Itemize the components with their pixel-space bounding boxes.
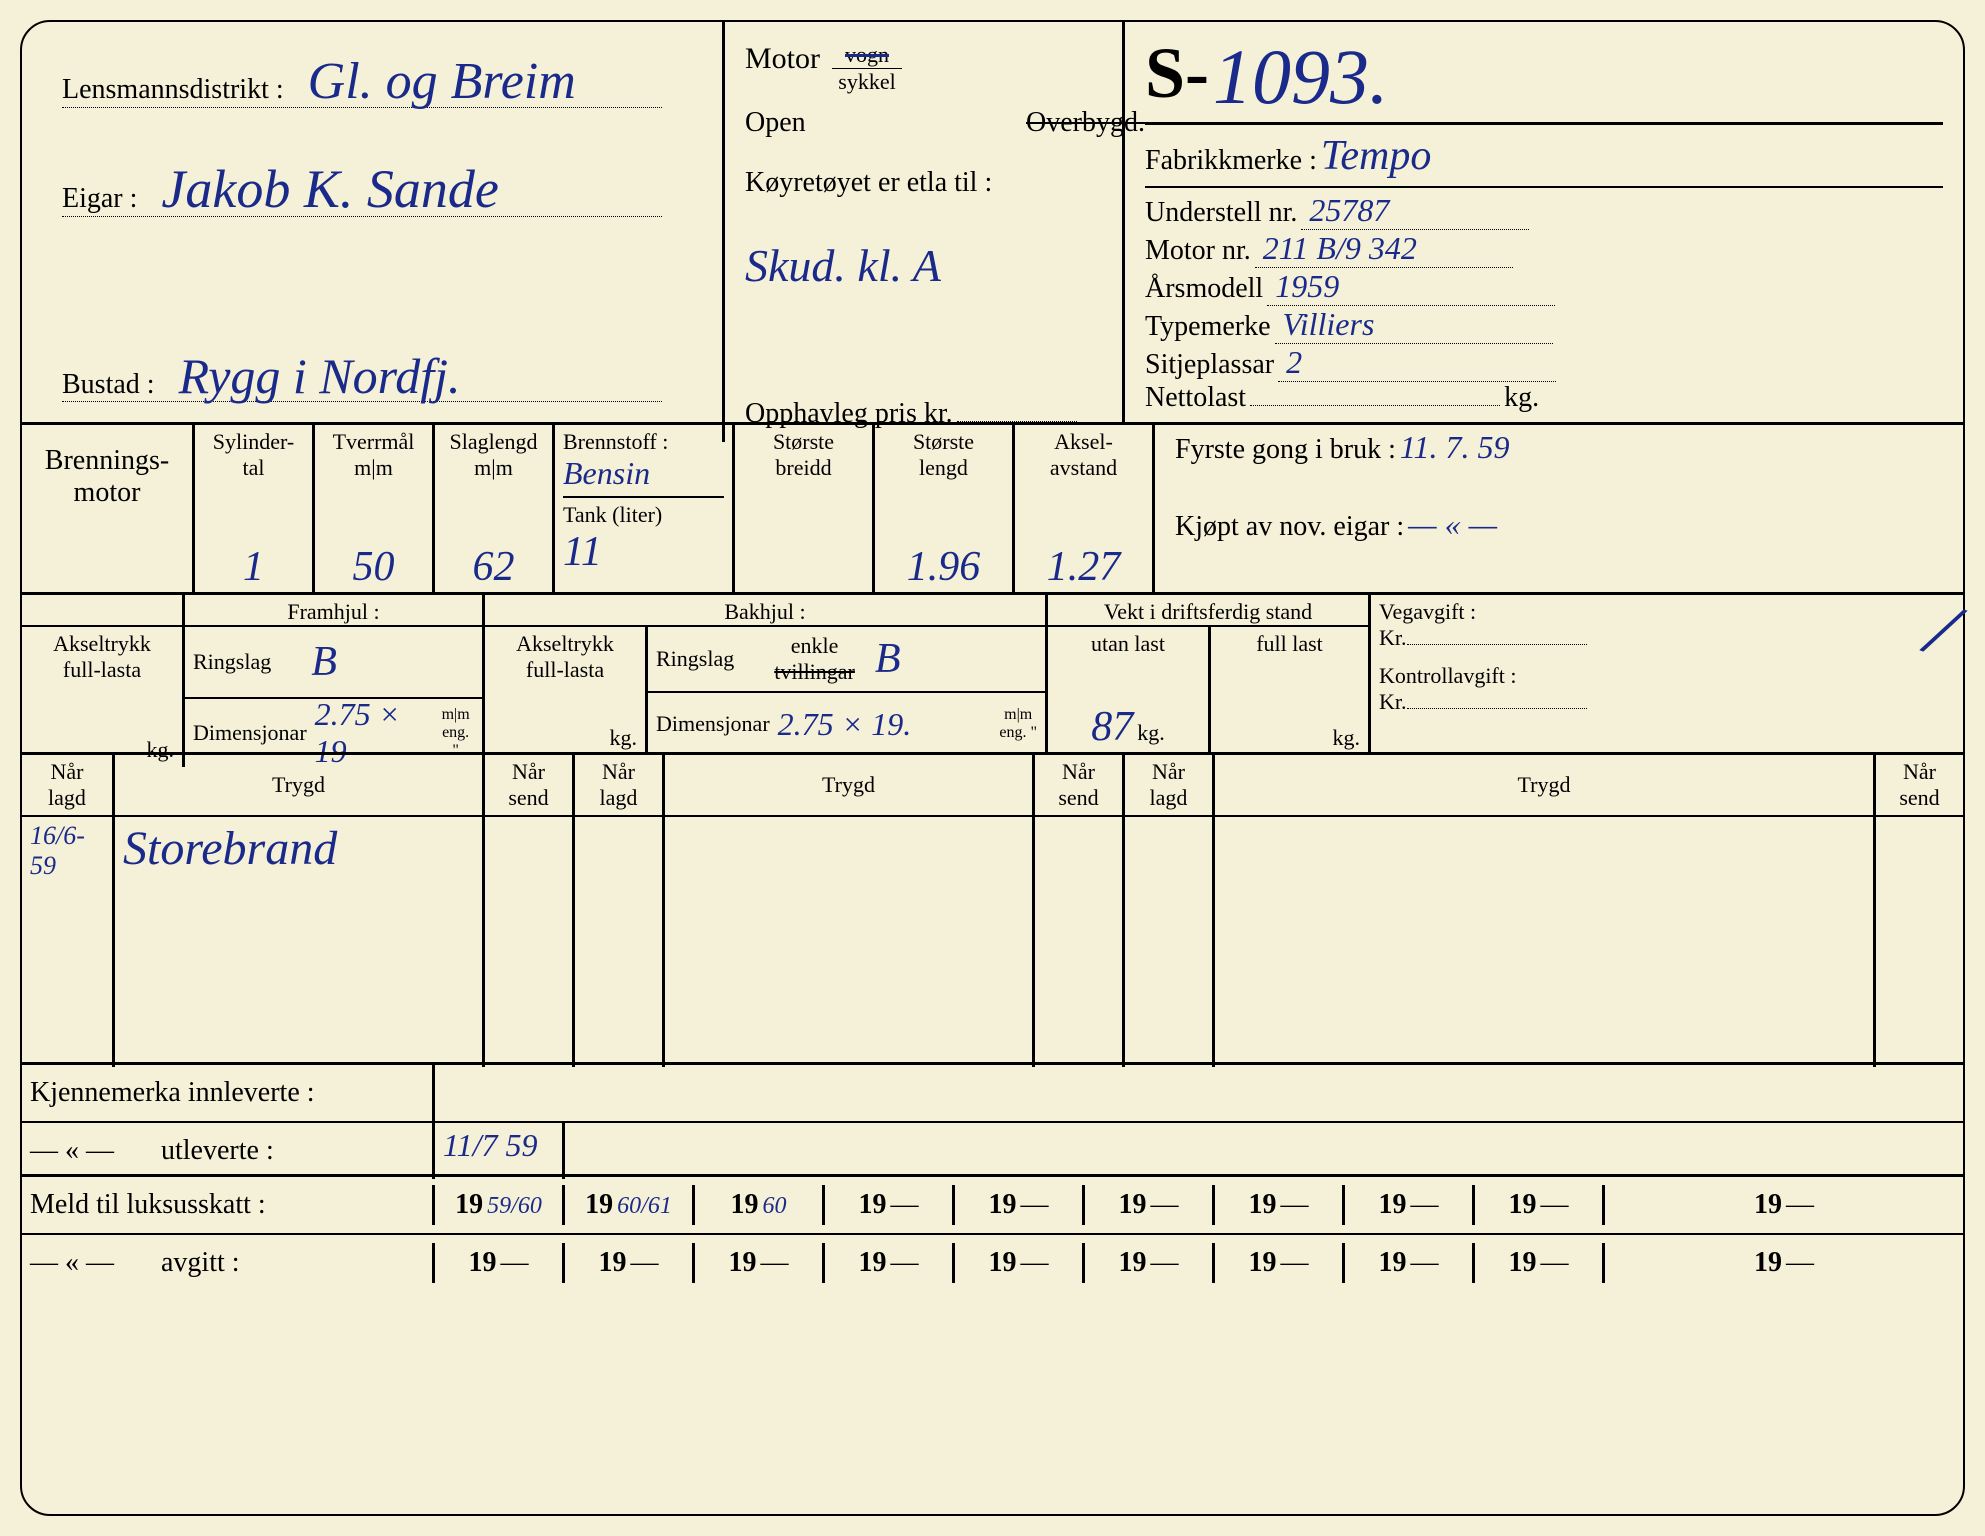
lux-paid-prefix: — « — — [30, 1247, 114, 1278]
rear-mm: m|m eng. " — [999, 706, 1037, 742]
tank-label: Tank (liter) — [563, 502, 724, 528]
enkle: enkle — [774, 633, 855, 659]
bore-label: Tverrmål m|m — [323, 429, 424, 481]
engine-section-label: Brennings- motor — [22, 425, 192, 595]
fuel-label: Brennstoff : — [563, 429, 724, 455]
ins-h-lagd-1: Når lagd — [22, 755, 112, 815]
make-value: Tempo — [1321, 133, 1431, 179]
weight-section: Vekt i driftsferdig stand — [1048, 595, 1368, 625]
rear-dim-value: 2.75 × 19. — [778, 706, 912, 743]
plates-in-label: Kjennemerka innleverte : — [22, 1073, 432, 1113]
tank-value: 11 — [563, 528, 724, 576]
type-value: Villiers — [1275, 306, 1553, 344]
bore-value: 50 — [323, 543, 424, 591]
stroke-label: Slaglengd m|m — [443, 429, 544, 481]
rear-ring-label: Ringslag — [656, 646, 734, 672]
with-load-label: full last — [1219, 631, 1360, 657]
rear-ring-value: B — [875, 635, 901, 683]
rear-dim-label: Dimensjonar — [656, 711, 770, 737]
seats-value: 2 — [1278, 344, 1556, 382]
lux-paid-label: avgitt : — [161, 1247, 240, 1278]
lux-y3: 60 — [763, 1193, 787, 1219]
front-ring-value: B — [311, 638, 337, 686]
lux-y2: 60/61 — [617, 1193, 672, 1219]
front-ring-label: Ringslag — [193, 649, 271, 675]
motor-label: Motor — [745, 42, 820, 75]
type-label: Typemerke — [1145, 311, 1271, 342]
purpose-label: Køyretøyet er etla til : — [745, 167, 1145, 199]
control-tax-label: Kontrollavgift : — [1379, 663, 1955, 689]
control-tax-kr: Kr. — [1379, 689, 1407, 714]
stroke-value: 62 — [443, 543, 544, 591]
length-value: 1.96 — [883, 543, 1004, 591]
ins-h-lagd-3: Når lagd — [1122, 755, 1212, 815]
first-use-value: 11. 7. 59 — [1400, 429, 1510, 465]
purpose-value: Skud. kl. A — [745, 239, 1145, 292]
ins-h-send-3: Når send — [1873, 755, 1963, 815]
road-tax-label: Vegavgift : — [1379, 599, 1955, 625]
width-label: Største breidd — [743, 429, 864, 481]
kg-label: kg. — [1504, 382, 1539, 413]
bought-value: — « — — [1408, 506, 1497, 542]
without-value: 87 — [1091, 704, 1133, 750]
netload-label: Nettolast — [1145, 382, 1246, 413]
rear-kg: kg. — [610, 725, 638, 751]
tvilling: tvillingar — [774, 659, 855, 685]
chassis-value: 25787 — [1301, 192, 1529, 230]
fuel-value: Bensin — [563, 455, 724, 492]
district-row: Lensmannsdistrikt : Gl. og Breim — [62, 52, 692, 111]
reg-number: 1093. — [1213, 33, 1389, 120]
registration-card: Lensmannsdistrikt : Gl. og Breim Eigar :… — [20, 20, 1965, 1516]
ins-h-trygd-1: Trygd — [112, 755, 482, 815]
plates-out-value: 11/7 59 — [443, 1127, 538, 1163]
open-row: Open Overbygd. — [745, 107, 1145, 139]
lux-reported-label: Meld til luksusskatt : — [22, 1185, 432, 1225]
ins-h-send-1: Når send — [482, 755, 572, 815]
motor-vogn: vogn — [832, 42, 902, 68]
year-value: 1959 — [1267, 268, 1555, 306]
ins-date-1: 16/6-59 — [30, 821, 85, 880]
rear-axle-label: Akseltrykk full-lasta — [493, 631, 637, 683]
seats-label: Sitjeplassar — [1145, 349, 1274, 380]
owner-row: Eigar : Jakob K. Sande — [62, 158, 692, 220]
cyl-label: Sylinder- tal — [203, 429, 304, 481]
plates-out-prefix: — « — — [30, 1135, 114, 1166]
plates-out-label: utleverte : — [161, 1135, 274, 1166]
wheelbase-value: 1.27 — [1023, 543, 1144, 591]
rear-label: Bakhjul : — [485, 595, 1045, 625]
residence-label: Bustad : — [62, 369, 155, 400]
length-label: Største lengd — [883, 429, 1004, 481]
wheelbase-label: Aksel- avstand — [1023, 429, 1144, 481]
motor-sykkel: sykkel — [832, 69, 902, 95]
ins-h-trygd-2: Trygd — [662, 755, 1032, 815]
lux-y1: 59/60 — [487, 1193, 542, 1219]
motor-row: Motor vogn sykkel — [745, 42, 1145, 95]
district-value: Gl. og Breim — [308, 53, 576, 110]
cyl-value: 1 — [203, 543, 304, 591]
ins-h-trygd-3: Trygd — [1212, 755, 1873, 815]
without-load-label: utan last — [1056, 631, 1200, 657]
front-dim-label: Dimensjonar — [193, 720, 307, 746]
ins-h-lagd-2: Når lagd — [572, 755, 662, 815]
engine-no-label: Motor nr. — [1145, 235, 1251, 266]
front-axle-label: Akseltrykk full-lasta — [30, 631, 174, 683]
residence-row: Bustad : Rygg i Nordfj. — [62, 347, 692, 405]
open-label: Open — [745, 107, 806, 138]
chassis-label: Understell nr. — [1145, 197, 1297, 228]
ins-value-1: Storebrand — [123, 822, 337, 875]
front-label: Framhjul : — [182, 595, 482, 625]
district-label: Lensmannsdistrikt : — [62, 74, 284, 105]
owner-label: Eigar : — [62, 183, 137, 214]
ins-h-send-2: Når send — [1032, 755, 1122, 815]
reg-prefix: S- — [1145, 33, 1209, 113]
make-label: Fabrikkmerke : — [1145, 145, 1317, 176]
first-use-label: Fyrste gong i bruk : — [1175, 434, 1396, 465]
road-tax-kr: Kr. — [1379, 625, 1407, 650]
owner-value: Jakob K. Sande — [161, 159, 498, 219]
residence-value: Rygg i Nordfj. — [179, 348, 461, 404]
engine-no-value: 211 B/9 342 — [1255, 230, 1513, 268]
year-label: Årsmodell — [1145, 273, 1263, 304]
bought-label: Kjøpt av nov. eigar : — [1175, 511, 1404, 542]
